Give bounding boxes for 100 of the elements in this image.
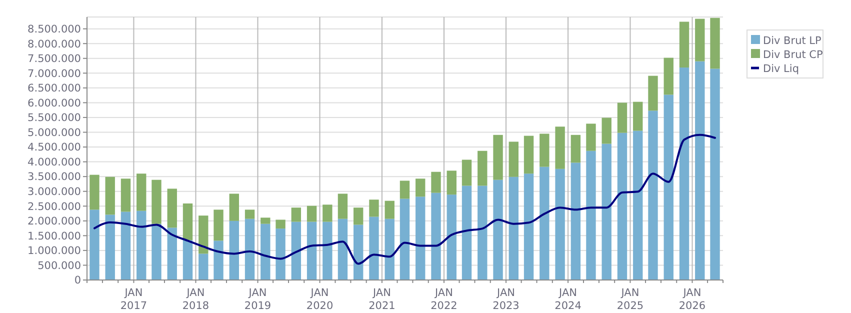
bar <box>229 220 239 280</box>
line-series <box>93 134 716 265</box>
bar <box>602 144 612 280</box>
bar <box>322 204 332 222</box>
legend-label: Div Liq <box>763 63 799 75</box>
y-tick-label: 500.000 <box>38 260 81 272</box>
bar <box>152 180 162 224</box>
bar <box>508 176 519 280</box>
bar <box>90 174 100 210</box>
bar <box>633 102 643 131</box>
x-tick-label: JAN 2025 <box>616 287 644 312</box>
bar <box>136 210 146 280</box>
bar <box>354 224 364 280</box>
y-tick-label: 6.000.000 <box>28 97 81 110</box>
bar <box>679 22 690 68</box>
bar <box>570 134 581 163</box>
bar <box>167 188 177 228</box>
bar <box>152 224 162 280</box>
bar <box>617 102 628 133</box>
bar <box>586 150 596 280</box>
bar <box>276 220 286 229</box>
bar <box>198 216 208 254</box>
bar <box>679 68 690 280</box>
bar <box>369 216 379 280</box>
x-tick-label: JAN 2021 <box>368 287 396 312</box>
bar <box>555 126 565 169</box>
bar <box>493 180 503 280</box>
y-tick-label: 5.500.000 <box>28 112 81 124</box>
bar <box>446 170 456 195</box>
bar <box>90 210 100 280</box>
bar <box>462 186 472 280</box>
legend-label: Div Brut CP <box>763 49 823 61</box>
bar <box>664 94 674 280</box>
bar <box>198 254 208 280</box>
bar <box>182 203 193 240</box>
y-tick-label: 8.500.000 <box>28 23 81 36</box>
bar <box>540 166 550 280</box>
bar <box>120 178 131 212</box>
x-tick-label: JAN 2017 <box>120 287 148 312</box>
bar <box>416 178 426 197</box>
bar <box>586 124 596 151</box>
bar <box>633 130 643 280</box>
bar <box>400 180 410 199</box>
bar <box>540 134 550 167</box>
bar <box>322 222 332 280</box>
bar <box>478 150 488 186</box>
bar <box>416 196 426 280</box>
bar <box>602 118 612 144</box>
bar <box>710 68 720 280</box>
bar <box>462 160 472 186</box>
y-tick-label: 0 <box>74 274 81 287</box>
y-tick-label: 2.500.000 <box>28 200 81 213</box>
bar <box>244 210 255 219</box>
bar <box>695 61 705 280</box>
y-tick-label: 4.500.000 <box>28 142 81 154</box>
x-tick-label: JAN 2023 <box>492 287 520 312</box>
bar <box>617 132 628 280</box>
bar <box>400 198 410 280</box>
bar <box>214 240 224 280</box>
bar <box>664 58 674 95</box>
bar <box>369 200 379 217</box>
x-tick-label: JAN 2020 <box>306 287 334 312</box>
legend-label: Div Brut LP <box>763 35 822 47</box>
bar <box>136 174 146 211</box>
x-tick-label: JAN 2018 <box>182 287 210 312</box>
y-tick-label: 5.000.000 <box>28 126 81 139</box>
bar <box>570 162 581 280</box>
bar <box>478 186 488 280</box>
bar <box>555 168 565 280</box>
y-tick-label: 1.500.000 <box>28 230 81 242</box>
bar <box>167 228 177 280</box>
y-tick-label: 7.000.000 <box>28 68 81 80</box>
bar <box>648 110 658 280</box>
y-tick-label: 4.000.000 <box>28 156 81 168</box>
bar <box>338 194 348 219</box>
bar <box>244 218 255 280</box>
x-tick-label: JAN 2019 <box>244 287 272 312</box>
bar <box>260 218 270 224</box>
bar <box>384 200 394 219</box>
x-tick-label: JAN 2026 <box>678 287 706 312</box>
bar <box>276 228 286 280</box>
bar <box>384 218 394 280</box>
y-tick-label: 7.500.000 <box>28 53 81 66</box>
bar <box>524 136 534 174</box>
bar <box>446 194 456 280</box>
bar <box>648 76 658 111</box>
bar <box>120 212 131 280</box>
y-tick-label: 3.000.000 <box>28 186 81 198</box>
bar <box>493 134 503 180</box>
bar <box>182 240 193 280</box>
bar <box>431 172 441 193</box>
y-tick-label: 6.500.000 <box>28 82 81 95</box>
bar <box>508 142 519 177</box>
y-tick-label: 2.000.000 <box>28 216 81 228</box>
bar <box>524 174 534 280</box>
bar <box>431 192 441 280</box>
bar <box>306 222 317 280</box>
bar <box>291 208 302 222</box>
y-tick-label: 8.000.000 <box>28 38 81 50</box>
bar <box>338 218 348 280</box>
